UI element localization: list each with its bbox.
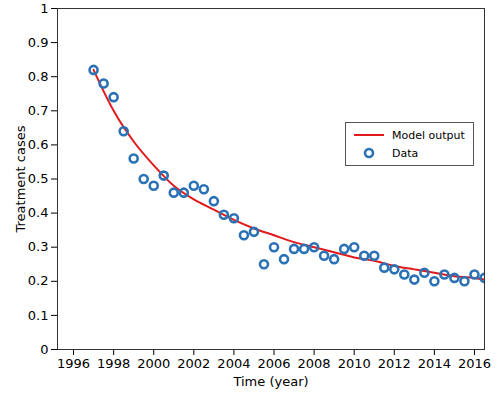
svg-text:2014: 2014 <box>418 356 451 371</box>
svg-text:1996: 1996 <box>57 356 90 371</box>
html-text:Data: Data <box>392 146 419 160</box>
svg-text:0.8: 0.8 <box>28 69 49 84</box>
svg-text:2010: 2010 <box>338 356 371 371</box>
svg-text:0.3: 0.3 <box>28 239 49 254</box>
svg-text:1998: 1998 <box>97 356 130 371</box>
svg-text:2002: 2002 <box>177 356 210 371</box>
svg-text:0.7: 0.7 <box>28 103 49 118</box>
svg-text:0.5: 0.5 <box>28 171 49 186</box>
svg-text:2000: 2000 <box>137 356 170 371</box>
svg-text:0.1: 0.1 <box>28 308 49 323</box>
svg-text:2016: 2016 <box>458 356 491 371</box>
svg-text:Time (year): Time (year) <box>232 374 308 389</box>
svg-text:2008: 2008 <box>298 356 331 371</box>
svg-text:1: 1 <box>40 1 48 16</box>
svg-text:0: 0 <box>40 342 48 357</box>
svg-text:0.4: 0.4 <box>28 205 49 220</box>
svg-text:0.6: 0.6 <box>28 137 49 152</box>
svg-text:2004: 2004 <box>217 356 250 371</box>
svg-text:0.9: 0.9 <box>28 35 49 50</box>
svg-text:2006: 2006 <box>257 356 290 371</box>
html-text:Model output: Model output <box>392 128 465 142</box>
svg-text:Treatment cases: Treatment cases <box>13 125 28 233</box>
svg-text:2012: 2012 <box>378 356 411 371</box>
svg-text:0.2: 0.2 <box>28 273 49 288</box>
